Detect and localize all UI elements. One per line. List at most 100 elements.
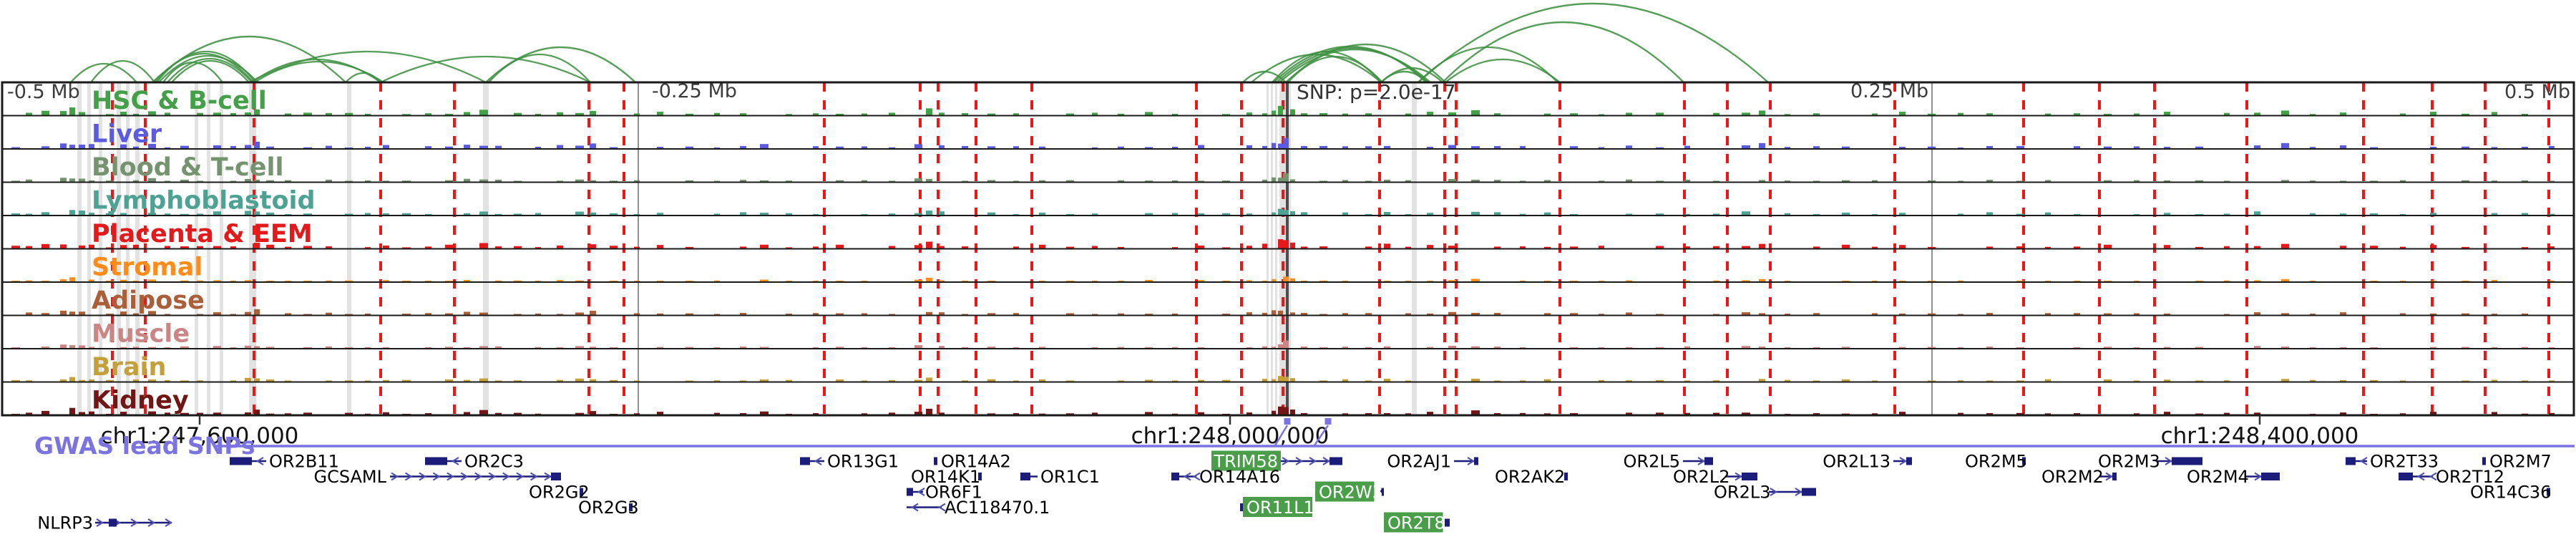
- signal-bar: [2340, 213, 2346, 216]
- signal-bar: [79, 412, 85, 415]
- signal-bar: [1283, 276, 1289, 282]
- signal-bar: [495, 213, 502, 216]
- signal-bar: [254, 179, 260, 183]
- signal-bar: [89, 213, 94, 216]
- signal-bar: [464, 178, 470, 183]
- signal-bar: [1599, 147, 1604, 149]
- signal-bar: [1118, 313, 1124, 316]
- signal-bar: [1958, 112, 1963, 116]
- signal-bar: [1899, 412, 1906, 415]
- signal-bar: [1427, 147, 1433, 149]
- signal-bar: [1145, 147, 1153, 149]
- gene-label: OR2C3: [464, 452, 524, 472]
- signal-bar: [514, 412, 522, 415]
- ruler-tick-label: chr1:247,600,000: [101, 423, 299, 449]
- signal-bar: [2224, 246, 2230, 249]
- signal-bar: [60, 310, 67, 316]
- signal-bar: [79, 311, 85, 316]
- gene-label: OR2AK2: [1495, 467, 1565, 487]
- signal-bar: [230, 380, 236, 382]
- signal-bar: [862, 180, 867, 183]
- signal-bar: [1494, 212, 1501, 216]
- signal-bar: [2281, 313, 2289, 316]
- signal-bar: [89, 379, 94, 382]
- signal-bar: [1272, 310, 1276, 316]
- signal-bar: [79, 144, 85, 149]
- gwas-snp-leader-line: [1313, 425, 1330, 446]
- signal-bar: [2492, 112, 2497, 116]
- gene-exon-box: [1020, 473, 1030, 480]
- gwas-snp-leader-line: [1274, 425, 1289, 446]
- signal-bar: [133, 313, 139, 316]
- signal-bar: [2254, 145, 2260, 149]
- signal-bar: [245, 112, 251, 116]
- signal-bar: [2370, 180, 2378, 183]
- signal-bar: [836, 347, 844, 349]
- signal-bar: [148, 111, 156, 116]
- signal-bar: [1986, 113, 1993, 116]
- signal-bar: [1448, 179, 1456, 183]
- signal-bar: [326, 346, 332, 349]
- signal-bar: [148, 379, 156, 382]
- signal-bar: [786, 379, 792, 382]
- gene-exon-box: [1704, 457, 1713, 465]
- signal-track-liver: [11, 137, 2555, 149]
- signal-bar: [1384, 280, 1390, 282]
- signal-bar: [1928, 180, 1936, 183]
- signal-bar: [2164, 112, 2170, 116]
- signal-bar: [2164, 412, 2170, 415]
- signal-bar: [1626, 312, 1632, 316]
- gene-or2g3: OR2G3: [578, 498, 639, 518]
- signal-bar: [69, 345, 75, 349]
- signal-bar: [836, 244, 844, 249]
- signal-bar: [1544, 246, 1551, 249]
- signal-bar: [714, 280, 720, 282]
- strand-arrow-icon: [165, 518, 173, 527]
- signal-bar: [813, 113, 819, 116]
- strand-arrow-icon: [937, 503, 946, 512]
- signal-bar: [1872, 313, 1878, 316]
- gene-label: OR2T8: [1387, 513, 1445, 533]
- signal-bar: [1656, 412, 1664, 415]
- signal-bar: [1278, 208, 1283, 216]
- signal-bar: [1742, 246, 1750, 249]
- signal-bar: [60, 379, 67, 382]
- signal-bar: [464, 112, 470, 116]
- signal-bar: [657, 112, 663, 116]
- signal-bar: [60, 111, 67, 116]
- interaction-arc: [345, 72, 381, 83]
- signal-bar: [2016, 145, 2024, 149]
- signal-bar: [1471, 180, 1480, 183]
- signal-bar: [383, 379, 389, 382]
- signal-bar: [1222, 247, 1230, 249]
- signal-bar: [1684, 346, 1690, 349]
- signal-bar: [575, 412, 584, 415]
- signal-bar: [1986, 212, 1993, 216]
- interaction-arc: [1251, 54, 1382, 83]
- signal-bar: [11, 246, 20, 249]
- signal-bar: [2164, 245, 2170, 249]
- signal-bar: [254, 243, 260, 249]
- gene-exon-box: [2547, 488, 2550, 496]
- signal-bar: [402, 247, 411, 249]
- signal-bar: [60, 344, 67, 349]
- gene-or13g1: OR13G1: [800, 452, 899, 472]
- signal-bar: [575, 112, 584, 116]
- signal-bar: [326, 312, 332, 316]
- signal-bar: [11, 147, 20, 149]
- signal-bar: [1262, 346, 1267, 349]
- gene-or2t33: OR2T33: [2346, 452, 2439, 472]
- signal-bar: [1384, 379, 1390, 382]
- signal-bar: [1290, 278, 1295, 282]
- signal-bar: [383, 280, 389, 282]
- gene-label: OR2L2: [1673, 467, 1729, 487]
- signal-bar: [165, 246, 170, 249]
- signal-bar: [862, 146, 867, 149]
- signal-bar: [740, 145, 746, 149]
- signal-bar: [1066, 180, 1074, 183]
- signal-bar: [1570, 246, 1578, 249]
- signal-bar: [786, 114, 792, 116]
- strand-arrow-icon: [391, 472, 399, 481]
- signal-bar: [2370, 246, 2378, 249]
- signal-bar: [1092, 213, 1098, 216]
